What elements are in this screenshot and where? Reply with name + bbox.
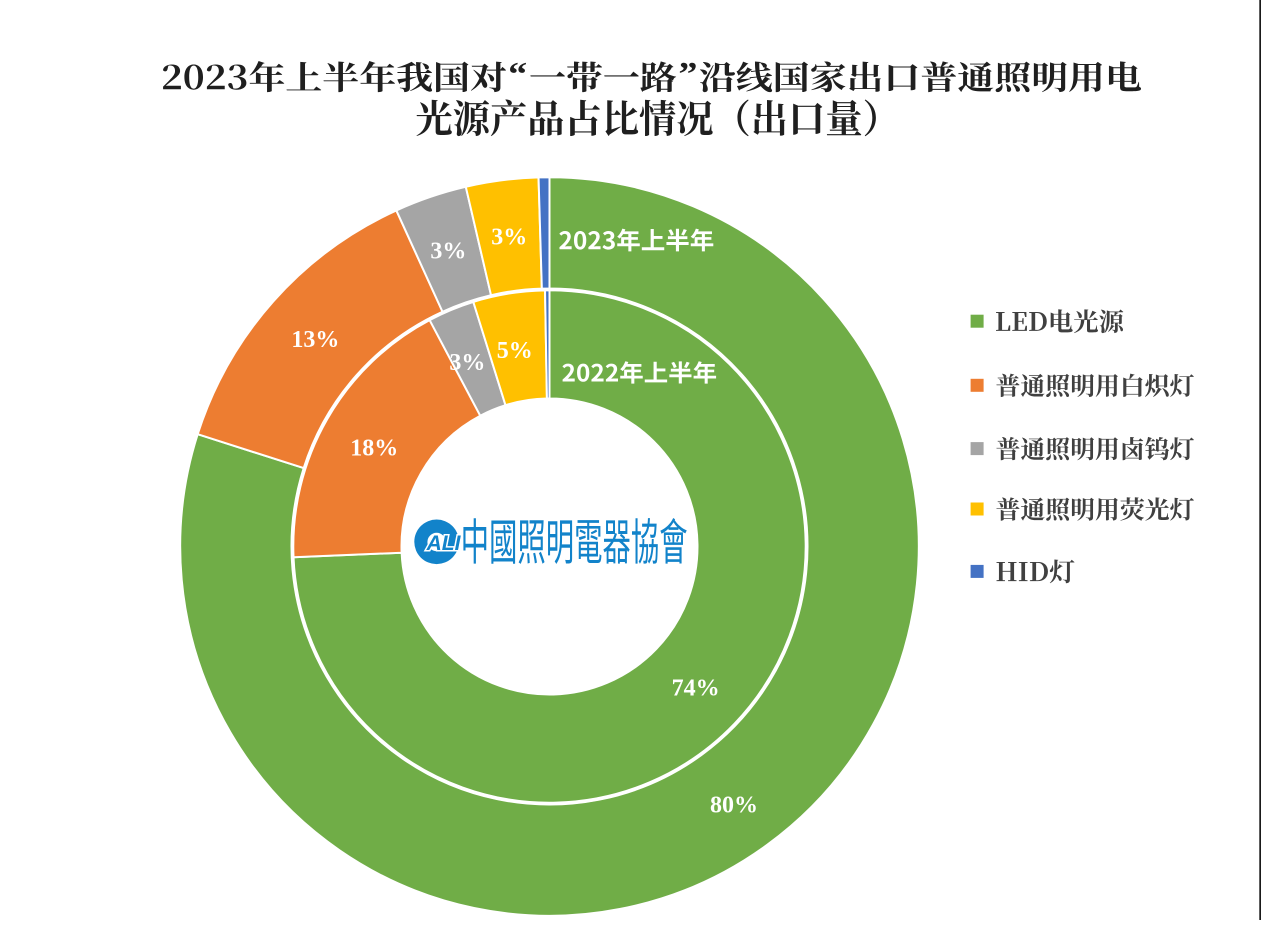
svg-text:80%: 80% (710, 792, 758, 818)
svg-text:74%: 74% (672, 676, 720, 702)
svg-text:ALI: ALI (426, 532, 462, 555)
svg-text:3%: 3% (430, 239, 466, 265)
svg-text:5%: 5% (497, 338, 533, 364)
svg-text:3%: 3% (491, 224, 527, 250)
svg-text:13%: 13% (291, 327, 339, 353)
svg-text:3%: 3% (449, 350, 485, 376)
svg-text:18%: 18% (350, 436, 398, 462)
